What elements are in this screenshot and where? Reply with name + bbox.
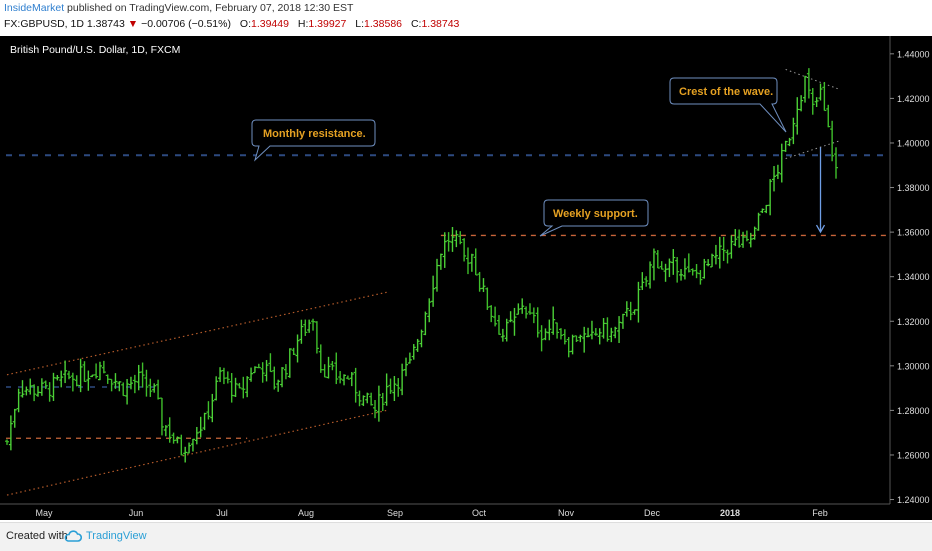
callout-crest[interactable]: Crest of the wave. xyxy=(669,77,787,133)
footer-bar: Created with TradingView xyxy=(0,522,932,551)
price-change: −0.00706 (−0.51%) xyxy=(141,18,231,30)
y-tick-label: 1.28000 xyxy=(897,406,930,416)
price-chart[interactable]: British Pound/U.S. Dollar, 1D, FXCM 1.44… xyxy=(0,36,932,520)
y-tick-label: 1.24000 xyxy=(897,495,930,505)
callout-weekly-box xyxy=(539,199,649,237)
x-tick-label: Sep xyxy=(387,508,403,518)
tradingview-brand-link[interactable]: TradingView xyxy=(86,530,147,542)
high-value: 1.39927 xyxy=(308,18,347,30)
price-axis-background xyxy=(890,36,932,520)
time-axis-background xyxy=(0,504,932,520)
low-label: L: xyxy=(355,18,365,30)
time-axis: May Jun Jul Aug Sep Oct Nov Dec 2018 Feb xyxy=(35,508,827,518)
author-link[interactable]: InsideMarket xyxy=(4,2,65,14)
y-tick-label: 1.30000 xyxy=(897,361,930,371)
projection-arrow-head xyxy=(815,224,826,234)
open-value: 1.39449 xyxy=(251,18,289,30)
low-value: 1.38586 xyxy=(364,18,403,30)
published-text: published on TradingView.com, February 0… xyxy=(67,2,354,14)
channel-lower-line xyxy=(6,409,387,496)
callout-monthly-text: Monthly resistance. xyxy=(263,128,366,140)
x-tick-label: Jun xyxy=(129,508,144,518)
created-with-label: Created with xyxy=(6,530,68,542)
x-tick-label: May xyxy=(35,508,53,518)
callout-weekly-support[interactable]: Weekly support. xyxy=(539,199,649,237)
y-tick-label: 1.32000 xyxy=(897,317,930,327)
price-axis: 1.44000 1.42000 1.40000 1.38000 1.36000 1.340… xyxy=(890,49,930,505)
callout-monthly-box xyxy=(251,119,376,162)
chart-title: British Pound/U.S. Dollar, 1D, FXCM xyxy=(10,44,180,56)
x-tick-label: Feb xyxy=(812,508,828,518)
last-price: 1.38743 xyxy=(86,18,125,30)
y-tick-label: 1.26000 xyxy=(897,450,930,460)
close-label: C: xyxy=(410,18,422,30)
wedge-lower-line xyxy=(785,140,841,160)
y-tick-label: 1.40000 xyxy=(897,138,930,148)
x-tick-label: Oct xyxy=(472,508,487,518)
x-tick-label: Aug xyxy=(298,508,314,518)
y-tick-label: 1.34000 xyxy=(897,272,930,282)
callout-crest-box xyxy=(669,77,787,133)
publish-info: InsideMarket published on TradingView.co… xyxy=(4,2,353,14)
y-tick-label: 1.44000 xyxy=(897,49,930,59)
guide-lines xyxy=(6,68,890,496)
x-tick-label: Dec xyxy=(644,508,661,518)
price-bars xyxy=(5,68,838,463)
symbol-label: FX:GBPUSD, 1D xyxy=(4,18,84,30)
y-tick-label: 1.38000 xyxy=(897,183,930,193)
symbol-quote: FX:GBPUSD, 1D 1.38743 ▼ −0.00706 (−0.51%… xyxy=(4,18,459,30)
channel-upper-line xyxy=(6,291,387,376)
plot-background xyxy=(0,36,890,504)
x-tick-label: 2018 xyxy=(720,508,740,518)
wedge-upper-line xyxy=(785,68,841,90)
close-value: 1.38743 xyxy=(421,18,460,30)
high-label: H: xyxy=(297,18,309,30)
x-tick-label: Nov xyxy=(558,508,575,518)
down-arrow-icon: ▼ xyxy=(127,18,139,30)
open-label: O: xyxy=(239,18,251,30)
callout-monthly-resistance[interactable]: Monthly resistance. xyxy=(251,119,376,162)
tradingview-cloud-icon xyxy=(64,529,83,548)
y-tick-label: 1.36000 xyxy=(897,228,930,238)
callout-crest-text: Crest of the wave. xyxy=(679,86,773,98)
callout-weekly-text: Weekly support. xyxy=(553,208,638,220)
y-tick-label: 1.42000 xyxy=(897,94,930,104)
chart-panel[interactable]: British Pound/U.S. Dollar, 1D, FXCM 1.44… xyxy=(0,36,932,520)
x-tick-label: Jul xyxy=(216,508,228,518)
